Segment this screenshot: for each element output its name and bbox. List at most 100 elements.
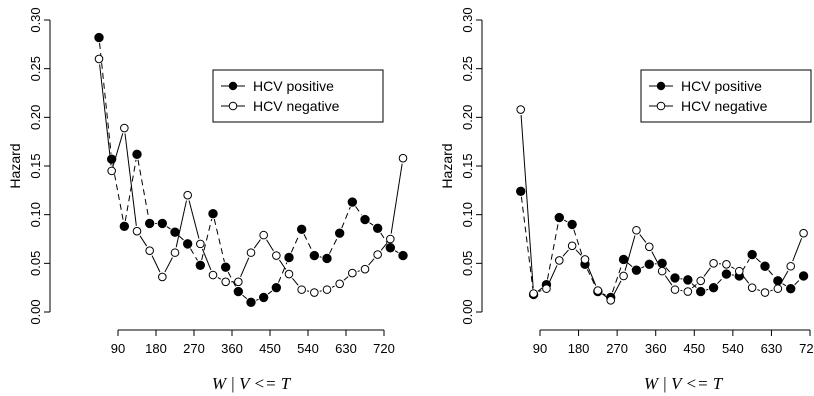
y-tick-label: 0.00 — [460, 299, 475, 324]
series-segment — [188, 200, 200, 239]
data-point-open — [284, 269, 294, 279]
y-tick-label: 0.10 — [28, 202, 43, 227]
series-segment — [612, 280, 622, 296]
series-segment — [538, 290, 542, 293]
data-point-open — [554, 256, 564, 265]
series-segment — [548, 265, 558, 284]
data-point-open — [221, 277, 230, 287]
data-point-open — [132, 226, 142, 236]
legend-box — [212, 69, 384, 123]
data-point-filled — [747, 249, 757, 260]
legend-marker-filled — [228, 81, 238, 91]
series-segment — [151, 255, 161, 273]
data-point-filled — [106, 154, 117, 164]
data-point-filled — [170, 227, 180, 237]
series-segment — [124, 133, 137, 226]
data-point-filled — [309, 250, 320, 261]
data-point-filled — [322, 253, 332, 264]
data-point-filled — [284, 252, 294, 263]
legend-label: HCV negative — [681, 98, 768, 114]
y-tick-label: 0.15 — [28, 153, 43, 178]
series-segment — [757, 289, 761, 292]
data-point-filled — [271, 282, 282, 293]
series-segment — [664, 275, 673, 286]
series-segment — [641, 266, 645, 269]
data-point-filled — [372, 223, 383, 233]
data-point-open — [348, 268, 357, 278]
series-segment — [190, 248, 198, 261]
series-segment — [303, 234, 313, 251]
series-segment — [665, 267, 672, 275]
series-segment — [716, 277, 724, 285]
data-point-open — [234, 277, 243, 287]
data-point-open — [644, 242, 654, 252]
legend: HCV positive HCV negative — [640, 69, 812, 123]
data-point-filled — [760, 261, 770, 271]
data-point-filled — [670, 273, 680, 283]
series-hcv-negative — [516, 105, 808, 305]
series-segment — [279, 259, 287, 270]
data-point-open — [606, 296, 616, 305]
y-tick-label: 0.05 — [460, 251, 475, 276]
x-tick-label: 180 — [568, 341, 590, 356]
y-tick-label: 0.20 — [460, 105, 475, 130]
data-point-open — [773, 284, 783, 293]
series-segment — [357, 270, 360, 272]
data-point-filled — [94, 32, 104, 43]
data-point-open — [529, 289, 538, 298]
data-point-filled — [157, 218, 168, 229]
data-point-open — [632, 225, 641, 235]
x-tick-label: 720 — [799, 341, 814, 356]
y-axis-label: Hazard — [439, 143, 455, 188]
data-point-filled — [644, 259, 654, 270]
series-segment — [355, 206, 363, 216]
y-tick-label: 0.05 — [28, 251, 43, 276]
series-segment — [255, 298, 259, 301]
series-segment — [394, 250, 399, 254]
series-segment — [331, 285, 335, 288]
x-axis-label: W | V <= T — [644, 374, 724, 393]
data-point-open — [335, 279, 344, 289]
data-point-open — [322, 285, 332, 294]
data-point-filled — [696, 286, 706, 297]
data-point-filled — [220, 262, 231, 272]
series-segment — [627, 262, 633, 268]
x-tick-label: 180 — [145, 341, 167, 356]
series-segment — [341, 206, 351, 229]
x-tick-label: 450 — [259, 341, 281, 356]
legend-label: HCV negative — [253, 98, 340, 114]
series-segment — [651, 251, 661, 267]
x-tick-label: 720 — [373, 341, 395, 356]
series-segment — [240, 257, 250, 277]
series-segment — [586, 269, 596, 287]
data-point-open — [580, 255, 590, 264]
series-segment — [164, 257, 173, 273]
y-tick-label: 0.25 — [28, 56, 43, 81]
data-point-open — [760, 288, 770, 297]
series-segment — [562, 249, 569, 257]
data-point-filled — [708, 282, 719, 293]
series-segment — [175, 200, 187, 248]
data-point-filled — [631, 265, 642, 275]
data-point-filled — [144, 218, 155, 229]
series-segment — [178, 235, 184, 241]
series-segment — [770, 289, 773, 292]
data-point-open — [208, 270, 218, 280]
series-segment — [639, 234, 647, 243]
series-segment — [703, 267, 711, 277]
series-segment — [782, 283, 787, 287]
series-segment — [537, 287, 543, 292]
x-tick-label: 270 — [606, 341, 628, 356]
data-point-open — [516, 105, 526, 114]
data-point-open — [670, 285, 680, 294]
x-tick-label: 450 — [683, 341, 705, 356]
x-tick-label: 540 — [722, 341, 744, 356]
series-segment — [217, 277, 222, 280]
series-segment — [520, 196, 534, 290]
legend-marker-open — [228, 101, 238, 111]
series-segment — [124, 159, 137, 222]
data-point-filled — [119, 221, 130, 232]
data-point-open — [683, 287, 693, 296]
data-point-filled — [554, 212, 564, 223]
